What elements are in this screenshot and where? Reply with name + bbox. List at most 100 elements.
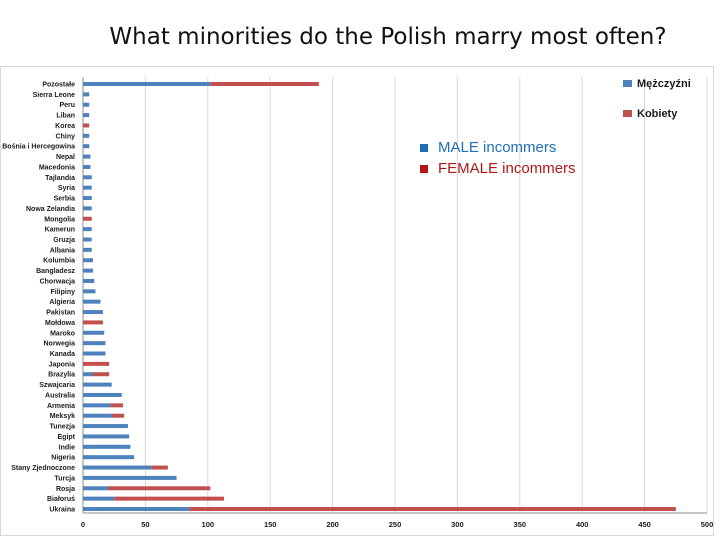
- bar-male: [83, 475, 177, 480]
- bar-male: [83, 92, 90, 97]
- y-tick-label: Bośnia i Hercegowina: [2, 144, 75, 151]
- y-tick-label: Pozostałe: [42, 82, 75, 89]
- legend-label: Mężczyźni: [637, 78, 691, 90]
- y-tick-label: Filipiny: [51, 289, 76, 296]
- legend-swatch: [623, 110, 632, 117]
- bar-male: [83, 227, 92, 232]
- bar-female: [111, 413, 125, 418]
- bar-male: [83, 185, 92, 190]
- y-tick-label: Nowa Zelandia: [26, 206, 75, 213]
- overlay-legend-female-label: FEMALE incommers: [438, 160, 576, 177]
- y-tick-label: Tunezja: [49, 424, 75, 431]
- bar-female: [83, 216, 92, 221]
- bar-male: [83, 424, 128, 429]
- x-tick-label: 350: [514, 520, 527, 529]
- y-tick-label: Macedonia: [39, 164, 75, 171]
- bar-male: [83, 289, 96, 294]
- y-tick-label: Pakistan: [46, 310, 75, 317]
- bar-male: [83, 434, 130, 439]
- bar-male: [83, 299, 101, 304]
- y-tick-label: Kanada: [50, 351, 75, 358]
- bar-male: [83, 258, 93, 263]
- x-tick-label: 250: [389, 520, 402, 529]
- y-tick-label: Korea: [55, 123, 75, 130]
- bar-female: [151, 465, 168, 470]
- y-tick-label: Mongolia: [44, 216, 75, 223]
- bar-male: [83, 247, 92, 252]
- bar-male: [83, 268, 93, 273]
- bar-male: [83, 496, 115, 501]
- overlay-legend: MALE incommers FEMALE incommers: [420, 137, 576, 179]
- bar-male: [83, 144, 90, 149]
- y-tick-label: Peru: [59, 102, 75, 109]
- y-tick-label: Bangladesz: [36, 268, 75, 275]
- y-tick-label: Armenia: [47, 403, 75, 410]
- x-tick-label: 100: [202, 520, 215, 529]
- bar-male: [83, 196, 92, 201]
- y-tick-label: Chorwacja: [40, 278, 76, 285]
- bar-male: [83, 465, 152, 470]
- y-tick-label: Chiny: [56, 133, 76, 140]
- bar-male: [83, 455, 135, 460]
- y-tick-label: Japonia: [49, 361, 76, 368]
- y-tick-label: Sierra Leone: [33, 92, 76, 99]
- y-tick-label: Maroko: [50, 330, 75, 337]
- bar-male: [83, 175, 92, 180]
- y-tick-label: Ukraina: [49, 507, 75, 514]
- bar-female: [110, 403, 123, 408]
- bar-female: [210, 82, 319, 86]
- x-tick-label: 400: [576, 520, 589, 529]
- bar-male: [83, 206, 92, 211]
- legend-swatch: [623, 80, 632, 87]
- bar-female: [83, 361, 110, 366]
- y-tick-label: Australia: [45, 392, 75, 399]
- bar-female: [114, 496, 225, 501]
- bar-male: [83, 507, 190, 511]
- y-tick-label: Białoruś: [47, 496, 75, 503]
- x-tick-label: 200: [326, 520, 339, 529]
- y-tick-label: Meksyk: [50, 413, 75, 420]
- bar-female: [83, 320, 103, 325]
- overlay-legend-male-label: MALE incommers: [438, 139, 557, 156]
- bar-male: [83, 113, 90, 118]
- y-tick-label: Kolumbia: [43, 258, 75, 265]
- x-tick-label: 300: [451, 520, 464, 529]
- bar-male: [83, 444, 131, 449]
- legend-label: Kobiety: [637, 108, 678, 120]
- y-tick-label: Egipt: [58, 434, 76, 441]
- y-tick-label: Brazylia: [48, 372, 75, 379]
- y-tick-label: Albania: [50, 247, 75, 254]
- y-tick-label: Serbia: [54, 196, 76, 203]
- bar-male: [83, 413, 112, 418]
- bar-chart: 0 50 100 150 200 250 300 350 400 450 500 Pozostałe S…: [2, 77, 714, 529]
- x-tick-label: 450: [638, 520, 651, 529]
- page-title: What minorities do the Polish marry most…: [109, 24, 667, 50]
- bar-male: [83, 341, 106, 346]
- bar-female: [189, 507, 676, 511]
- bar-male: [83, 330, 105, 335]
- y-tick-label: Syria: [58, 185, 75, 192]
- y-tick-label: Algieria: [49, 299, 75, 306]
- x-tick-label: 150: [264, 520, 277, 529]
- y-tick-label: Kamerun: [45, 227, 75, 234]
- y-tick-label: Stany Zjednoczone: [11, 465, 75, 472]
- x-tick-label: 500: [701, 520, 714, 529]
- bar-male: [83, 486, 108, 491]
- x-tick-label: 0: [81, 520, 85, 529]
- y-tick-label: Norwegia: [43, 341, 75, 348]
- bar-male: [83, 278, 95, 283]
- bar-female: [92, 372, 110, 377]
- overlay-legend-female: FEMALE incommers: [420, 158, 576, 179]
- bar-male: [83, 154, 91, 159]
- chart-frame: 0 50 100 150 200 250 300 350 400 450 500 Pozostałe S…: [0, 66, 714, 536]
- y-tick-label: Tajlandia: [45, 175, 75, 182]
- bar-male: [83, 82, 211, 86]
- bar-female: [83, 123, 90, 128]
- y-tick-label: Turcja: [55, 475, 76, 482]
- overlay-legend-male: MALE incommers: [420, 137, 576, 158]
- y-tick-label: Nepal: [56, 154, 75, 161]
- y-tick-label: Mołdowa: [45, 320, 75, 327]
- y-tick-label: Gruzja: [53, 237, 75, 244]
- bar-male: [83, 403, 111, 408]
- y-tick-label: Nigeria: [51, 455, 75, 462]
